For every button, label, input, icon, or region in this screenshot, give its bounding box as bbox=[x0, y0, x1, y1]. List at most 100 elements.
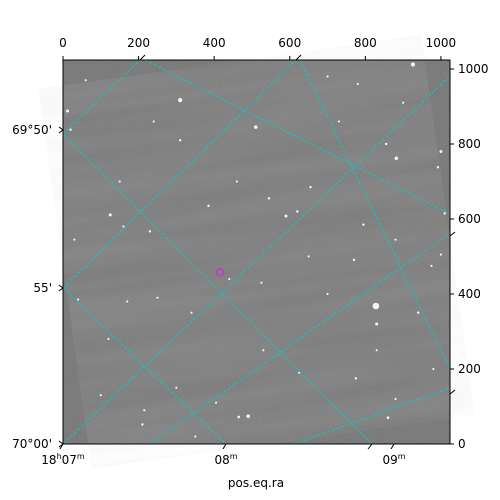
dec-tick bbox=[58, 284, 64, 289]
star bbox=[326, 75, 329, 78]
star bbox=[108, 213, 112, 217]
ra-axis: 18h07m 08m 09m bbox=[41, 443, 406, 467]
star bbox=[356, 82, 359, 86]
top-tick-label: 600 bbox=[278, 36, 301, 50]
star bbox=[439, 150, 443, 153]
top-world-tick bbox=[139, 54, 146, 61]
star bbox=[73, 238, 76, 241]
star bbox=[228, 277, 231, 281]
star bbox=[394, 156, 399, 161]
star bbox=[152, 120, 155, 123]
dec-tick bbox=[58, 440, 64, 445]
star bbox=[237, 415, 241, 419]
top-x-axis: 0 200 400 600 800 1000 bbox=[59, 36, 457, 61]
star bbox=[175, 386, 178, 389]
star bbox=[148, 230, 152, 233]
star bbox=[309, 185, 312, 189]
dec-tick-label: 70°00' bbox=[12, 437, 52, 451]
dec-tick-label: 55' bbox=[33, 281, 52, 295]
grid-line bbox=[299, 60, 450, 370]
star bbox=[84, 79, 87, 82]
dec-tick bbox=[58, 287, 64, 292]
star bbox=[253, 125, 258, 129]
star bbox=[430, 264, 433, 267]
star bbox=[436, 166, 440, 169]
top-tick-label: 800 bbox=[354, 36, 377, 50]
star bbox=[214, 401, 218, 404]
star bbox=[126, 300, 129, 303]
star bbox=[178, 98, 183, 103]
top-tick-label: 400 bbox=[203, 36, 226, 50]
star bbox=[235, 180, 238, 183]
grid-line bbox=[63, 60, 141, 135]
star bbox=[246, 414, 250, 419]
ra-tick-label: 09m bbox=[382, 452, 405, 467]
star bbox=[190, 311, 193, 314]
grid-line bbox=[293, 387, 450, 444]
ra-tick-label: 18h07m bbox=[41, 452, 85, 467]
star bbox=[141, 423, 144, 426]
star bbox=[352, 258, 356, 262]
dec-tick bbox=[58, 443, 64, 448]
sky-image-noise bbox=[63, 60, 450, 444]
top-tick-label: 0 bbox=[59, 36, 67, 50]
star bbox=[354, 377, 358, 380]
plot-frame bbox=[62, 59, 451, 445]
stars bbox=[66, 62, 446, 438]
star bbox=[402, 101, 405, 104]
top-world-tick bbox=[295, 54, 302, 61]
star bbox=[69, 128, 72, 131]
right-tick-label: 600 bbox=[458, 212, 481, 226]
star bbox=[178, 139, 182, 142]
marker-layer bbox=[215, 268, 225, 277]
grid-line bbox=[63, 133, 373, 444]
ra-tick-label: 08m bbox=[214, 452, 237, 467]
coordinate-grid bbox=[63, 60, 450, 444]
right-tick-label: 1000 bbox=[458, 62, 489, 76]
star bbox=[260, 281, 263, 284]
grid-line bbox=[149, 232, 450, 444]
star bbox=[118, 180, 121, 183]
ra-tick bbox=[390, 443, 395, 450]
star bbox=[410, 62, 416, 67]
target-marker bbox=[215, 268, 225, 277]
star bbox=[77, 298, 80, 301]
star bbox=[296, 210, 299, 213]
grid-line bbox=[63, 287, 227, 444]
grid-line bbox=[63, 60, 297, 289]
star bbox=[443, 212, 446, 215]
right-tick-label: 0 bbox=[458, 437, 466, 451]
star bbox=[156, 296, 159, 299]
right-world-tick bbox=[449, 231, 456, 237]
star bbox=[394, 397, 397, 401]
star bbox=[66, 109, 70, 113]
x-axis-label: pos.eq.ra bbox=[228, 476, 284, 490]
star bbox=[284, 214, 288, 218]
dec-tick bbox=[58, 126, 64, 131]
top-tick-label: 1000 bbox=[426, 36, 457, 50]
grid-line bbox=[144, 60, 450, 215]
star bbox=[122, 225, 125, 228]
ra-tick bbox=[222, 443, 227, 450]
right-y-axis: 0 200 400 600 800 1000 bbox=[449, 62, 489, 451]
star bbox=[267, 197, 271, 200]
dec-tick-label: 69°50' bbox=[12, 123, 52, 137]
star bbox=[432, 367, 435, 371]
plot-area bbox=[38, 34, 475, 469]
star bbox=[262, 349, 265, 352]
top-tick-label: 200 bbox=[127, 36, 150, 50]
star bbox=[439, 253, 443, 256]
dec-axis: 69°50' 55' 70°00' bbox=[12, 123, 64, 451]
star bbox=[394, 238, 397, 241]
grid-line bbox=[63, 75, 450, 444]
star bbox=[372, 302, 380, 310]
star bbox=[194, 435, 197, 438]
ra-minor-tick bbox=[367, 443, 373, 450]
star bbox=[107, 337, 110, 341]
star bbox=[375, 349, 378, 352]
star bbox=[143, 409, 146, 412]
dec-tick bbox=[58, 129, 64, 134]
right-world-tick bbox=[449, 389, 456, 395]
star bbox=[417, 311, 420, 314]
